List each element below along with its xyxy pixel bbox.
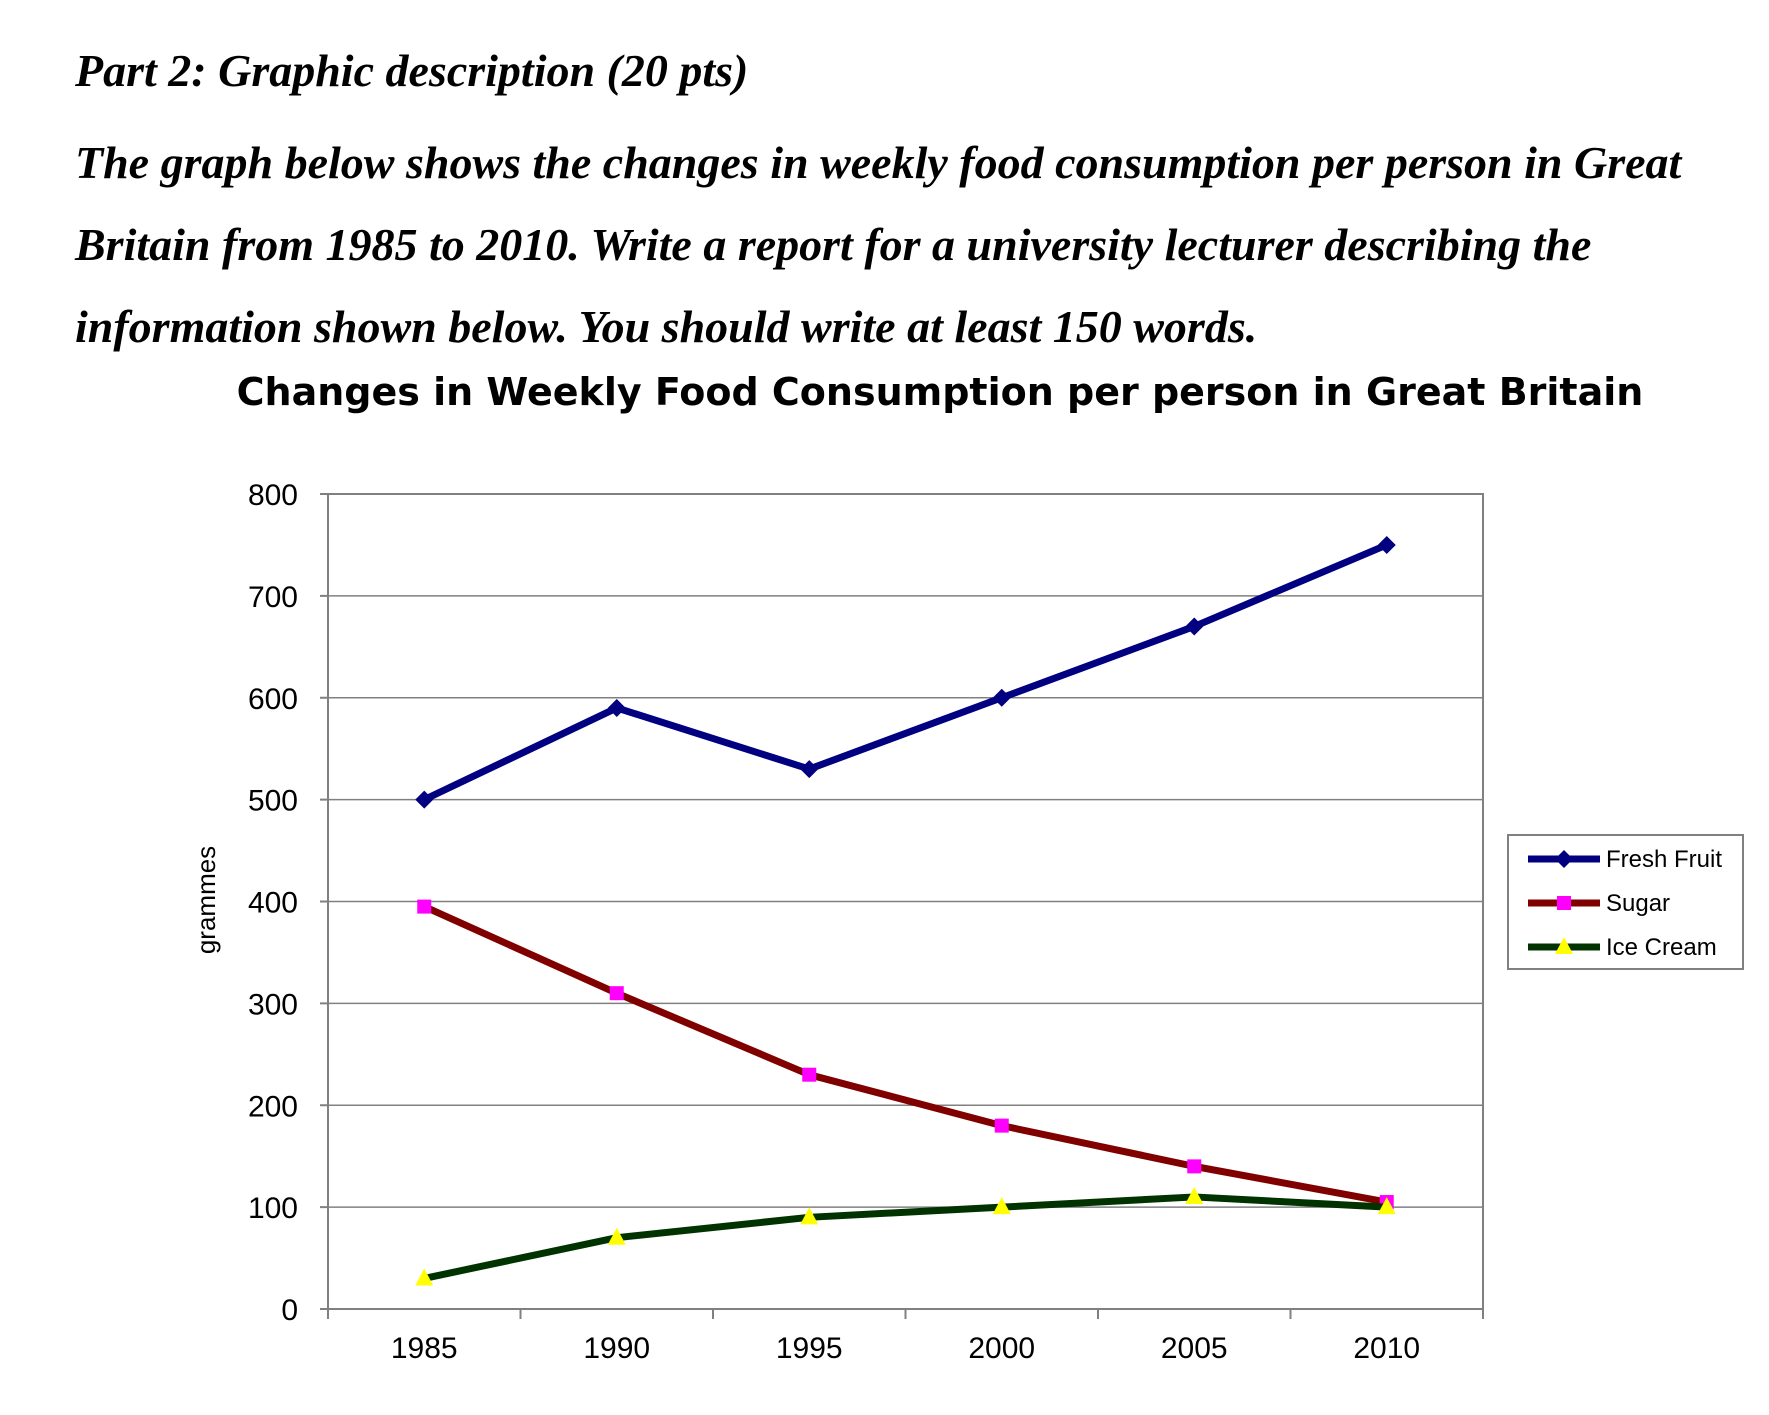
ice-cream-point (992, 1197, 1011, 1215)
sugar-legend-marker (1557, 896, 1571, 910)
y-tick-label: 700 (248, 581, 298, 614)
y-axis-label: grammes (191, 846, 221, 954)
fresh-fruit-point (800, 760, 819, 779)
fresh-fruit-point (415, 790, 434, 809)
sugar-point (609, 986, 624, 1001)
x-tick-label: 2010 (1353, 1332, 1420, 1365)
y-tick-label: 200 (248, 1090, 298, 1123)
y-tick-label: 800 (248, 479, 298, 512)
y-tick-label: 100 (248, 1192, 298, 1225)
chart-title: Changes in Weekly Food Consumption per p… (237, 370, 1644, 414)
fresh-fruit-point (1185, 617, 1204, 636)
part-heading: Part 2: Graphic description (20 pts) (75, 45, 749, 96)
task-prompt: Part 2: Graphic description (20 pts) The… (75, 40, 1755, 368)
ice-cream-point (800, 1207, 819, 1225)
sugar-point (1187, 1159, 1202, 1174)
ice-cream-line (423, 1193, 1387, 1282)
ice-cream-point (607, 1227, 626, 1245)
series (415, 535, 1396, 1286)
sugar-point (802, 1067, 817, 1082)
y-tick-label: 500 (248, 785, 298, 818)
sugar-point (417, 899, 432, 914)
ice-cream-legend-marker (1555, 937, 1573, 954)
x-tick-label: 2000 (968, 1332, 1035, 1365)
fresh-fruit-legend-marker (1555, 850, 1573, 868)
x-tick-label: 1985 (391, 1332, 458, 1365)
legend: Fresh Fruit Sugar Ice Cream (1507, 834, 1744, 970)
x-tick-label: 2005 (1161, 1332, 1228, 1365)
ice-cream-point (415, 1268, 434, 1286)
y-tick-label: 600 (248, 683, 298, 716)
y-tick-label: 400 (248, 887, 298, 920)
ice-cream-legend-label: Ice Cream (1606, 934, 1717, 961)
fresh-fruit-line (422, 541, 1389, 803)
sugar-legend-label: Sugar (1606, 890, 1670, 917)
gridlines (328, 595, 1483, 1208)
fresh-fruit-point (1377, 535, 1396, 554)
sugar-point (994, 1118, 1009, 1133)
ice-cream-point (1185, 1186, 1204, 1204)
y-tick-label: 300 (248, 988, 298, 1021)
fresh-fruit-point (607, 698, 626, 717)
sugar-line (422, 903, 1388, 1206)
task-instructions: The graph below shows the changes in wee… (75, 137, 1682, 352)
fresh-fruit-legend-label: Fresh Fruit (1606, 846, 1722, 873)
x-tick-label: 1995 (776, 1332, 843, 1365)
y-tick-label: 0 (281, 1294, 298, 1327)
ice-cream-point (1377, 1197, 1396, 1215)
fresh-fruit-point (992, 688, 1011, 707)
x-tick-label: 1990 (583, 1332, 650, 1365)
axes: 0 100 200 300 400 500 600 700 800 1985 1990 1995 200… (248, 479, 1484, 1365)
